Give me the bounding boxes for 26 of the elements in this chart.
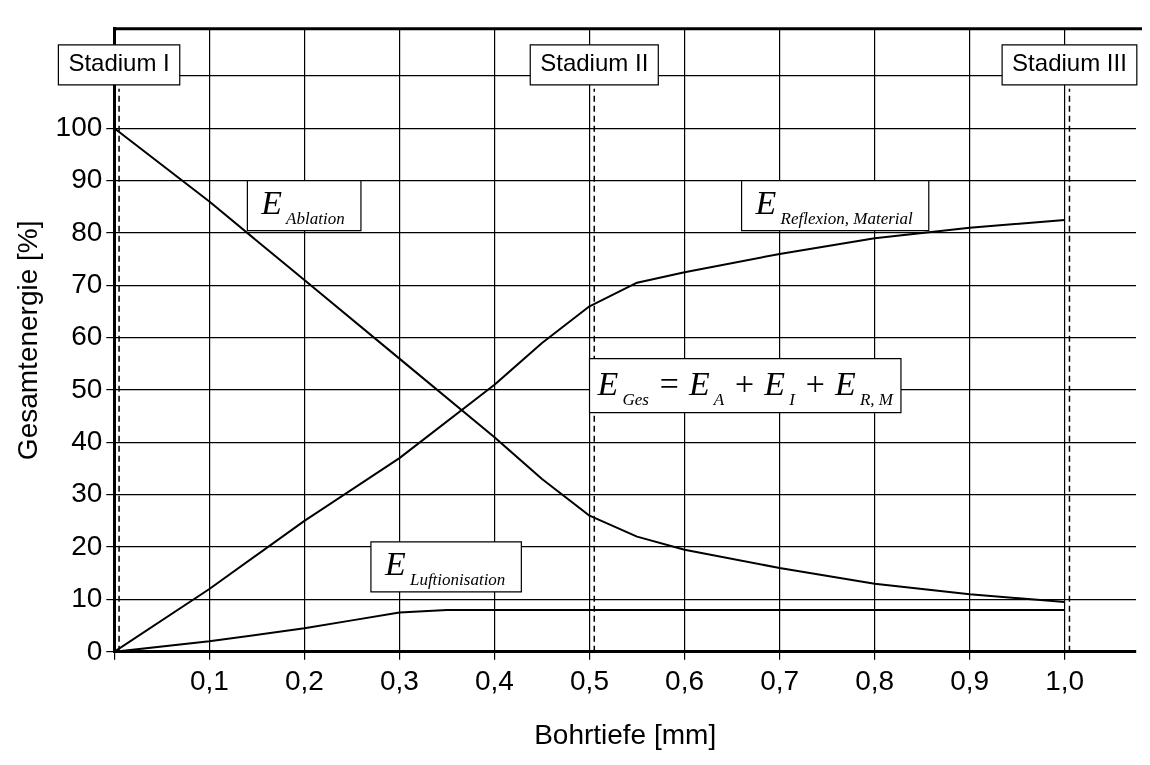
x-tick-label: 0,1 [189,665,229,697]
y-tick-label: 70 [71,268,103,300]
x-tick-label: 0,3 [379,665,419,697]
x-tick-label: 0,7 [760,665,800,697]
y-axis-title: Gesamtenergie [%] [11,220,43,461]
x-tick-label: 0,9 [950,665,990,697]
x-tick-label: 0,5 [570,665,609,697]
y-tick-label: 100 [55,110,103,142]
y-tick-label: 0 [86,634,103,666]
y-tick-label: 90 [71,163,103,195]
y-tick-label: 50 [71,372,103,404]
y-tick-label: 80 [71,215,103,247]
y-tick-label: 40 [71,425,103,457]
x-tick-label: 0,2 [284,665,324,697]
x-tick-label: 1,0 [1045,665,1085,697]
y-tick-label: 20 [71,529,103,561]
ref-line-label: Stadium III [1012,49,1127,77]
y-tick-label: 10 [71,582,103,614]
x-tick-label: 0,6 [665,665,705,697]
y-tick-label: 60 [71,320,103,352]
y-tick-label: 30 [71,477,103,509]
ref-line-label: Stadium II [540,49,649,77]
x-tick-label: 0,4 [475,665,514,697]
ref-line-label: Stadium I [68,49,170,77]
x-axis-title: Bohrtiefe [mm] [534,718,717,750]
x-tick-label: 0,8 [855,665,895,697]
